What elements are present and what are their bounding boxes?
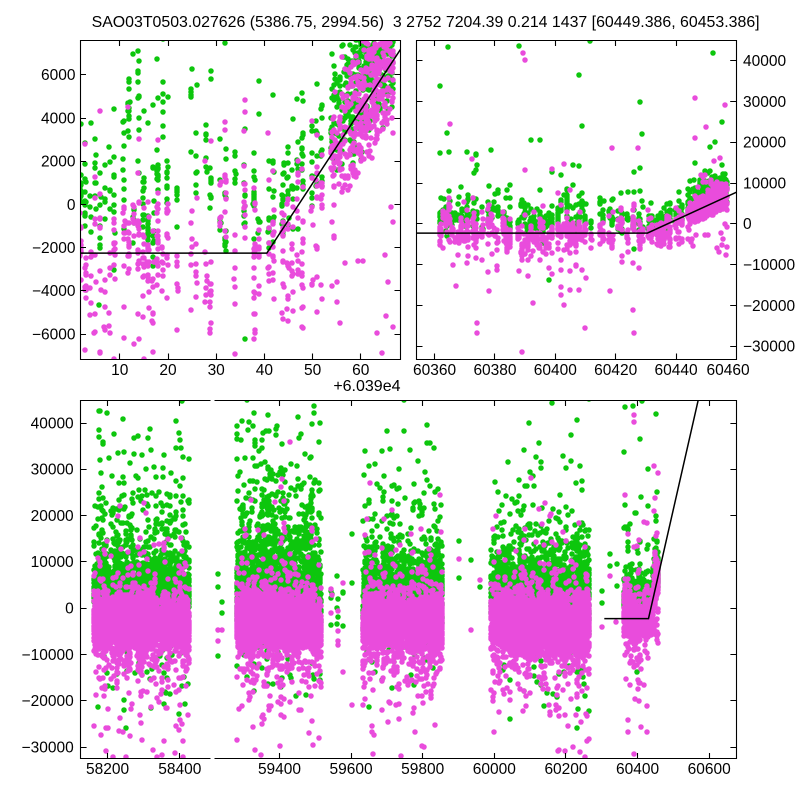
svg-text:6000: 6000 bbox=[41, 67, 76, 84]
svg-text:−10000: −10000 bbox=[743, 257, 796, 274]
svg-text:60200: 60200 bbox=[544, 761, 587, 778]
svg-text:−4000: −4000 bbox=[32, 283, 76, 300]
svg-text:60000: 60000 bbox=[473, 761, 516, 778]
svg-text:20: 20 bbox=[159, 362, 177, 379]
svg-text:40000: 40000 bbox=[31, 415, 74, 432]
svg-text:−30000: −30000 bbox=[743, 339, 796, 356]
svg-text:10000: 10000 bbox=[31, 554, 74, 571]
svg-text:60360: 60360 bbox=[413, 362, 456, 379]
svg-text:60400: 60400 bbox=[534, 362, 577, 379]
svg-text:−2000: −2000 bbox=[32, 240, 76, 257]
svg-text:2000: 2000 bbox=[41, 154, 76, 171]
svg-text:59800: 59800 bbox=[401, 761, 444, 778]
svg-text:60380: 60380 bbox=[473, 362, 516, 379]
svg-text:60440: 60440 bbox=[655, 362, 698, 379]
svg-text:59400: 59400 bbox=[258, 761, 301, 778]
svg-text:−6000: −6000 bbox=[32, 326, 76, 343]
svg-text:10: 10 bbox=[111, 362, 129, 379]
svg-text:58400: 58400 bbox=[158, 761, 201, 778]
svg-text:60460: 60460 bbox=[707, 362, 750, 379]
svg-text:60400: 60400 bbox=[616, 761, 659, 778]
svg-text:20000: 20000 bbox=[31, 508, 74, 525]
svg-text:0: 0 bbox=[743, 216, 752, 233]
svg-text:40: 40 bbox=[256, 362, 274, 379]
svg-text:60600: 60600 bbox=[688, 761, 731, 778]
svg-text:−10000: −10000 bbox=[22, 647, 75, 664]
svg-text:50: 50 bbox=[304, 362, 322, 379]
svg-text:0: 0 bbox=[67, 197, 76, 214]
svg-text:4000: 4000 bbox=[41, 110, 76, 127]
svg-text:+6.039e4: +6.039e4 bbox=[333, 378, 400, 395]
svg-text:30000: 30000 bbox=[743, 94, 786, 111]
svg-text:30000: 30000 bbox=[31, 462, 74, 479]
svg-text:40000: 40000 bbox=[743, 53, 786, 70]
svg-text:58200: 58200 bbox=[86, 761, 129, 778]
svg-text:−30000: −30000 bbox=[22, 739, 75, 756]
svg-text:30: 30 bbox=[208, 362, 226, 379]
svg-text:60420: 60420 bbox=[594, 362, 637, 379]
svg-text:0: 0 bbox=[65, 601, 74, 618]
svg-text:20000: 20000 bbox=[743, 135, 786, 152]
svg-text:10000: 10000 bbox=[743, 175, 786, 192]
svg-text:−20000: −20000 bbox=[743, 298, 796, 315]
svg-text:59600: 59600 bbox=[330, 761, 373, 778]
svg-text:−20000: −20000 bbox=[22, 693, 75, 710]
svg-text:SAO03T0503.027626 (5386.75, 29: SAO03T0503.027626 (5386.75, 2994.56) 3 2… bbox=[92, 14, 760, 31]
svg-text:60: 60 bbox=[352, 362, 370, 379]
